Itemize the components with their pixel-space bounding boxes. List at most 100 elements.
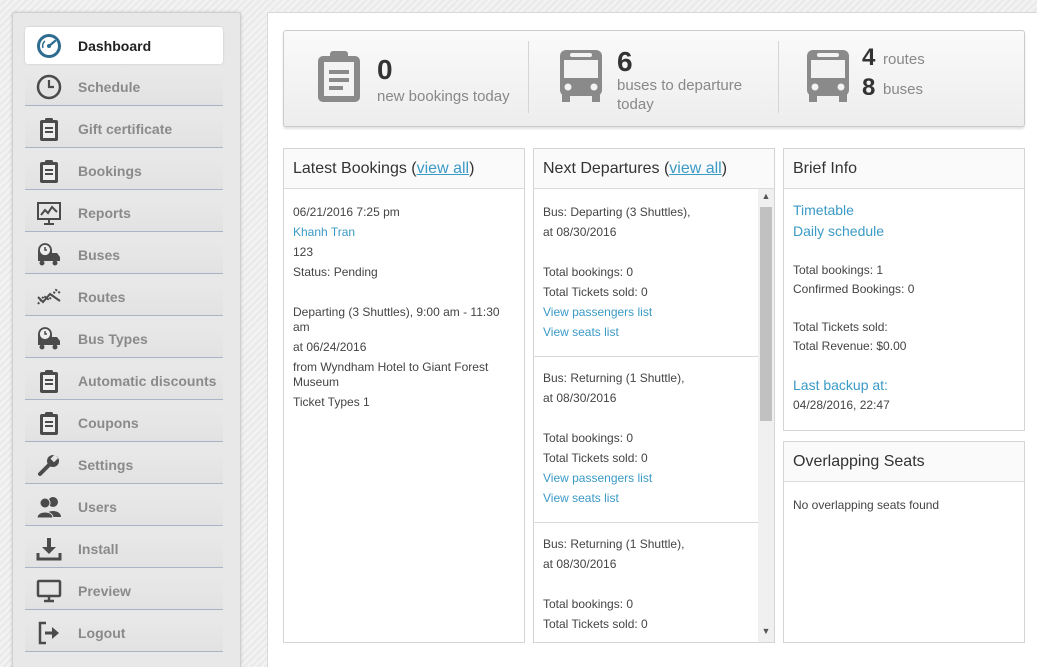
departure-tickets-sold: Total Tickets sold: 0	[543, 285, 648, 299]
departure-date: at 08/30/2016	[543, 557, 617, 571]
new-bookings-count: 0	[377, 54, 393, 85]
clipboard-icon	[314, 48, 364, 109]
departure-bus: Bus: Returning (1 Shuttle),	[543, 371, 685, 385]
view-seats-link[interactable]: View seats list	[543, 491, 619, 505]
panel-title: Latest Bookings (	[293, 160, 417, 177]
booking-ticket-types: Ticket Types 1	[293, 395, 370, 409]
panel-title-end: )	[469, 160, 475, 177]
departure-bus: Bus: Returning (1 Shuttle),	[543, 537, 685, 551]
clipboard-icon	[35, 115, 63, 143]
sidebar-item-logout[interactable]: Logout	[25, 615, 223, 652]
users-icon	[35, 493, 63, 521]
sidebar-item-label: Settings	[78, 457, 134, 473]
timetable-link[interactable]: Timetable	[793, 202, 854, 218]
sidebar-item-label: Buses	[78, 247, 121, 263]
panel-title: Next Departures (	[543, 160, 670, 177]
booking-from-2: Museum	[293, 375, 340, 389]
sidebar-item-coupons[interactable]: Coupons	[25, 405, 223, 442]
sidebar-item-settings[interactable]: Settings	[25, 447, 223, 484]
sidebar-item-label: Preview	[78, 583, 131, 599]
divider	[778, 41, 779, 113]
departure-date: at 08/30/2016	[543, 225, 617, 239]
scroll-up-icon[interactable]: ▲	[761, 191, 771, 201]
route-icon	[35, 283, 63, 311]
sidebar-item-automatic-discounts[interactable]: Automatic discounts	[25, 363, 223, 400]
clipboard-icon	[35, 409, 63, 437]
brief-total-bookings: Total bookings: 1	[793, 263, 884, 277]
sidebar-item-bus-types[interactable]: Bus Types	[25, 321, 223, 358]
stat-buses-departure	[556, 31, 606, 126]
booking-trip-2: am	[293, 320, 310, 334]
panel-title-end: )	[721, 160, 728, 177]
sidebar-item-label: Coupons	[78, 415, 139, 431]
routes-count: 4	[862, 44, 876, 71]
brief-confirmed-bookings: Confirmed Bookings: 0	[793, 282, 915, 296]
scroll-thumb[interactable]	[760, 207, 772, 421]
booking-datetime: 06/21/2016 7:25 pm	[293, 205, 400, 219]
panel-header: Overlapping Seats	[784, 442, 1024, 482]
last-backup-time: 04/28/2016, 22:47	[793, 398, 890, 412]
truck-clock-icon	[35, 325, 63, 353]
sidebar-item-reports[interactable]: Reports	[25, 195, 223, 232]
sidebar-item-label: Automatic discounts	[78, 373, 217, 389]
view-passengers-link[interactable]: View passengers list	[543, 305, 653, 319]
departure-total-bookings: Total bookings: 0	[543, 431, 634, 445]
booking-code: 123	[293, 245, 314, 259]
clock-icon	[35, 73, 63, 101]
sidebar-item-label: Gift certificate	[78, 121, 173, 137]
booking-trip: Departing (3 Shuttles), 9:00 am - 11:30	[293, 305, 500, 319]
stats-bar: 0 new bookings today 6 buses to departur…	[283, 30, 1025, 127]
total-buses-label: buses	[883, 81, 924, 98]
sidebar-item-label: Reports	[78, 205, 131, 221]
sidebar-item-install[interactable]: Install	[25, 531, 223, 568]
sidebar-item-buses[interactable]: Buses	[25, 237, 223, 274]
scroll-down-icon[interactable]: ▼	[761, 626, 771, 636]
monitor-icon	[35, 577, 63, 605]
divider	[534, 522, 758, 523]
panel-header: Next Departures (view all)	[534, 149, 774, 189]
booking-from: from Wyndham Hotel to Giant Forest	[293, 360, 489, 374]
scrollbar[interactable]: ▲ ▼	[758, 189, 774, 642]
routes-label: routes	[883, 51, 925, 68]
sidebar-item-label: Routes	[78, 289, 126, 305]
sidebar-item-label: Schedule	[78, 79, 141, 95]
next-departures-panel: Next Departures (view all) Bus: Departin…	[533, 148, 775, 643]
sidebar-item-label: Bookings	[78, 163, 142, 179]
view-passengers-link[interactable]: View passengers list	[543, 471, 653, 485]
sidebar-item-schedule[interactable]: Schedule	[25, 69, 223, 106]
stat-new-bookings	[314, 31, 364, 126]
wrench-icon	[35, 451, 63, 479]
bus-icon	[803, 48, 853, 109]
departure-total-bookings: Total bookings: 0	[543, 597, 634, 611]
brief-total-revenue: Total Revenue: $0.00	[793, 339, 907, 353]
booking-status: Status: Pending	[293, 265, 378, 279]
buses-departure-count: 6	[617, 46, 633, 77]
sidebar-item-routes[interactable]: Routes	[25, 279, 223, 316]
truck-clock-icon	[35, 241, 63, 269]
sidebar-item-bookings[interactable]: Bookings	[25, 153, 223, 190]
sidebar-item-users[interactable]: Users	[25, 489, 223, 526]
departure-tickets-sold: Total Tickets sold: 0	[543, 617, 648, 631]
overlapping-message: No overlapping seats found	[793, 498, 940, 512]
customer-link[interactable]: Khanh Tran	[293, 225, 356, 239]
view-seats-link[interactable]: View seats list	[543, 325, 619, 339]
buses-departure-label: buses to departure	[617, 77, 743, 94]
divider	[528, 41, 529, 113]
brief-info-panel: Brief Info Timetable Daily schedule Tota…	[783, 148, 1025, 431]
brief-tickets-sold: Total Tickets sold:	[793, 320, 888, 334]
dashboard-gauge-icon	[35, 32, 63, 60]
download-icon	[35, 535, 63, 563]
divider	[534, 356, 758, 357]
sidebar-item-preview[interactable]: Preview	[25, 573, 223, 610]
sidebar-item-dashboard[interactable]: Dashboard	[25, 27, 223, 64]
panel-header: Latest Bookings (view all)	[284, 149, 524, 189]
sidebar-item-gift-certificate[interactable]: Gift certificate	[25, 111, 223, 148]
overlapping-seats-panel: Overlapping Seats No overlapping seats f…	[783, 441, 1025, 643]
latest-bookings-panel: Latest Bookings (view all) 06/21/2016 7:…	[283, 148, 525, 643]
daily-schedule-link[interactable]: Daily schedule	[793, 223, 885, 239]
sidebar-item-label: Users	[78, 499, 117, 515]
new-bookings-label: new bookings today	[377, 88, 510, 105]
view-all-link[interactable]: view all	[416, 160, 470, 177]
sidebar-item-label: Install	[78, 541, 119, 557]
view-all-link[interactable]: view all	[669, 160, 722, 177]
